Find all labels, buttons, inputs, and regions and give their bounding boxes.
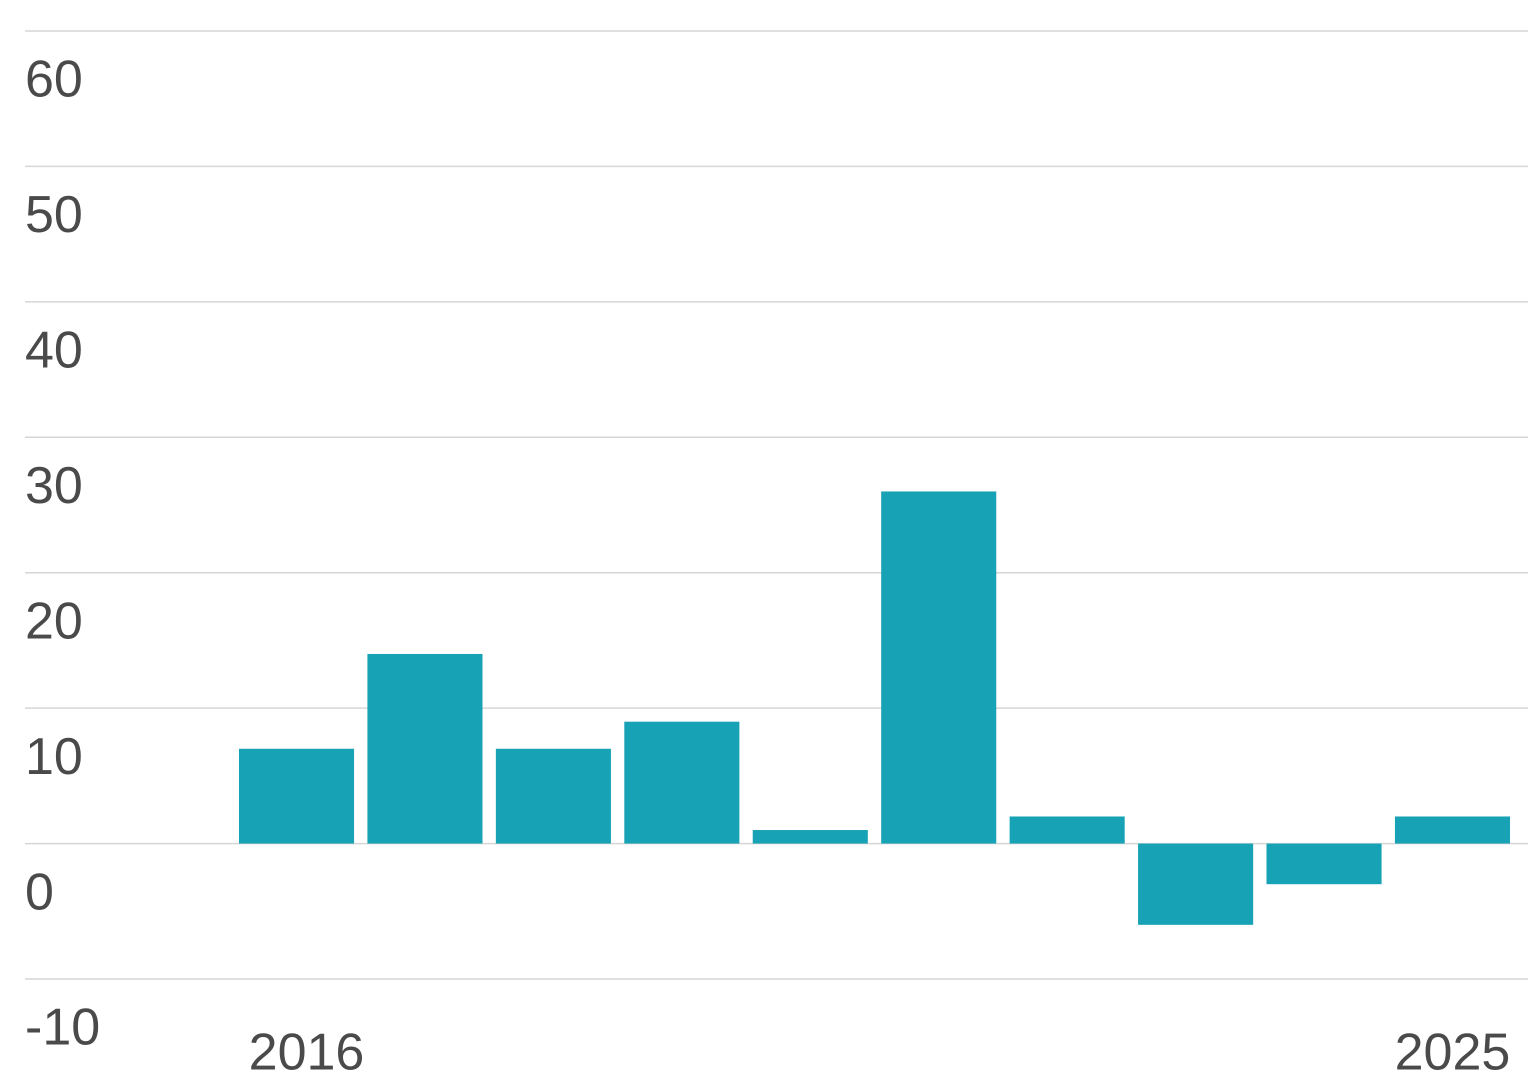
bar xyxy=(1266,843,1382,885)
bar xyxy=(495,748,611,844)
y-tick-label: 10 xyxy=(25,728,83,786)
bar xyxy=(1394,816,1511,844)
bar xyxy=(238,748,355,844)
y-tick-label: 30 xyxy=(25,457,83,515)
bar xyxy=(1138,843,1254,925)
y-tick-label: 60 xyxy=(25,51,83,109)
y-tick-label: -10 xyxy=(25,999,100,1057)
bar xyxy=(367,653,483,844)
bar xyxy=(624,721,740,844)
y-tick-label: 0 xyxy=(25,863,54,921)
bar xyxy=(881,491,997,844)
y-tick-label: 50 xyxy=(25,186,83,244)
x-tick-label: 2016 xyxy=(249,1024,365,1080)
bar xyxy=(752,830,868,844)
y-tick-label: 20 xyxy=(25,592,83,650)
y-tick-label: 40 xyxy=(25,322,83,380)
bar xyxy=(1009,816,1125,844)
x-tick-label: 2025 xyxy=(1395,1024,1511,1080)
